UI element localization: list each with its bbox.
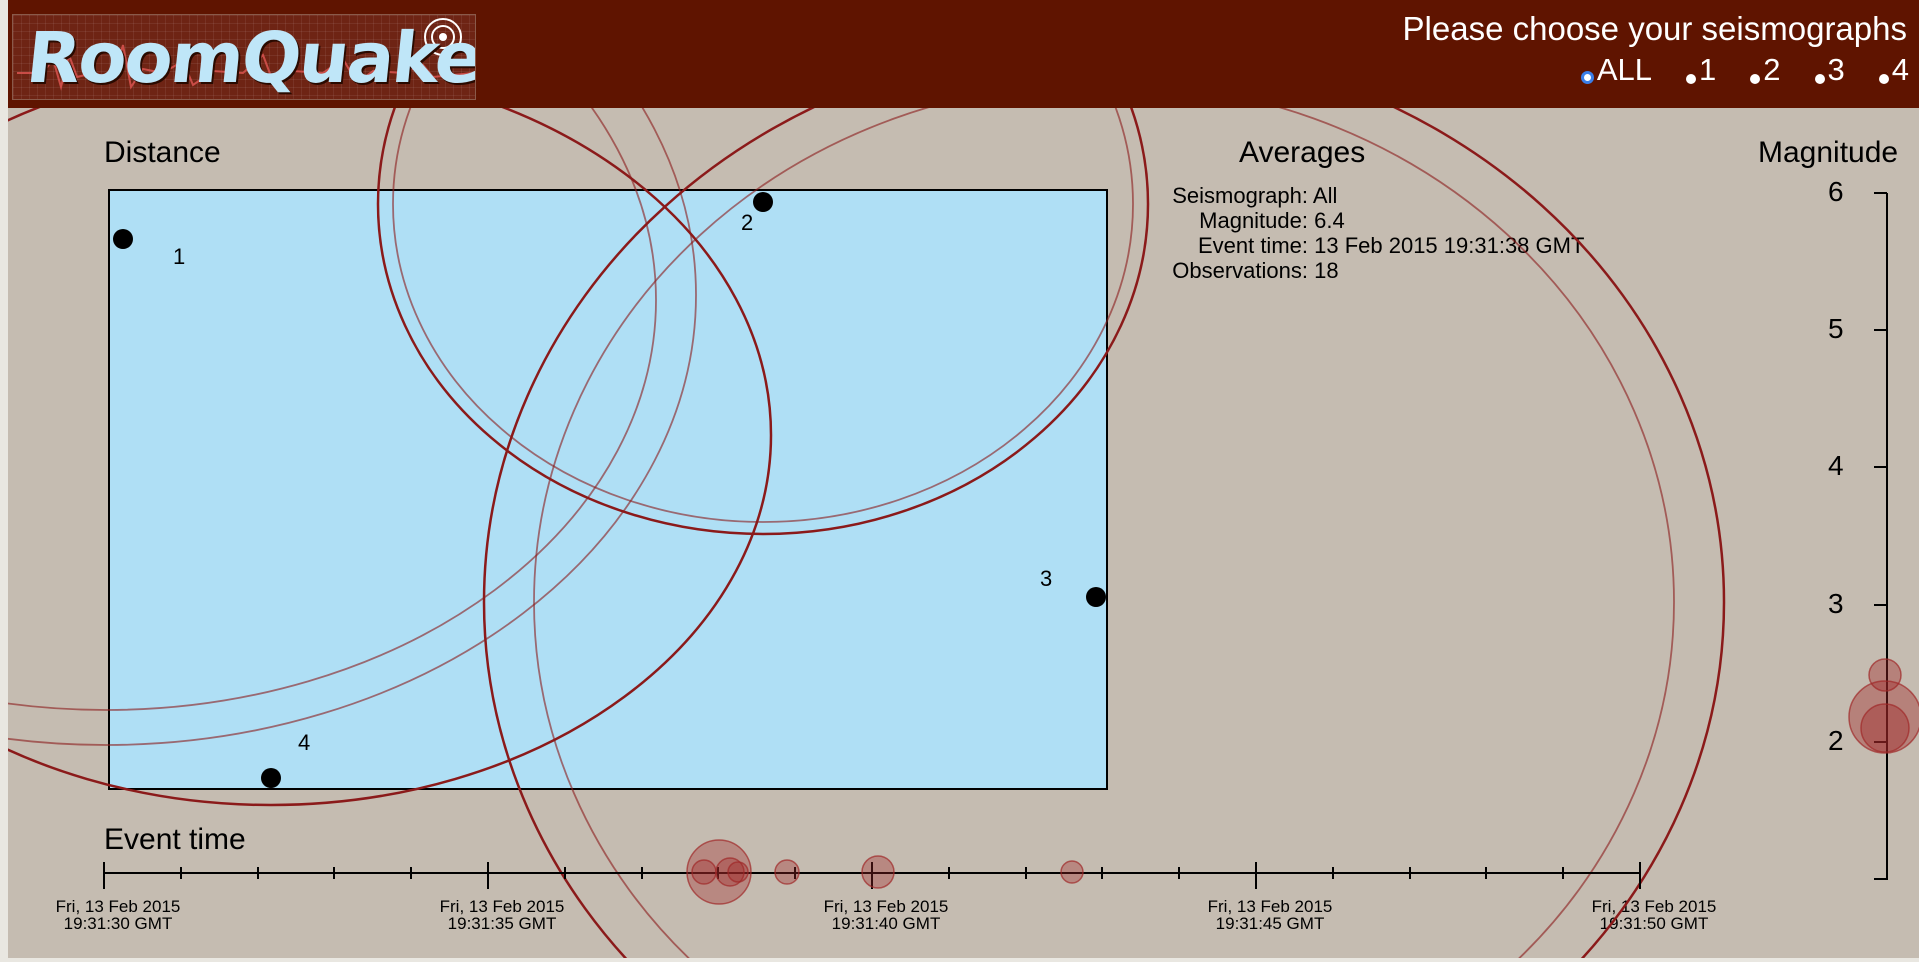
radio-option-4[interactable]: 4 [1878, 52, 1909, 88]
averages-panel: Seismograph: All Magnitude: 6.4 Event ti… [1156, 183, 1584, 283]
time-tick-label-2: Fri, 13 Feb 2015 19:31:40 GMT [796, 898, 976, 932]
time-tick-time-1: 19:31:35 GMT [447, 914, 557, 933]
avg-value-magnitude: 6.4 [1314, 208, 1345, 233]
time-tick-label-0: Fri, 13 Feb 2015 19:31:30 GMT [28, 898, 208, 932]
radio-button-3[interactable] [1814, 74, 1825, 84]
seismograph-radio-group: ALL 1 2 3 4 [1580, 50, 1909, 90]
radio-option-all[interactable]: ALL [1580, 52, 1652, 88]
app-window: RoomQuake Please choose your seismograph… [8, 0, 1919, 958]
event-time-bubbles [686, 839, 1084, 905]
event-time-title: Event time [104, 823, 246, 856]
radio-option-2[interactable]: 2 [1750, 52, 1781, 88]
avg-value-event-time: 13 Feb 2015 19:31:38 GMT [1314, 233, 1585, 258]
avg-value-seismograph: All [1312, 183, 1338, 208]
magnitude-bubble[interactable] [1868, 658, 1902, 692]
event-bubble[interactable] [715, 857, 745, 887]
time-tick-date-3: Fri, 13 Feb 2015 [1207, 897, 1333, 916]
radio-button-4[interactable] [1878, 74, 1889, 84]
avg-label-observations: Observations: [1172, 258, 1308, 283]
radio-label-3: 3 [1827, 52, 1845, 87]
event-bubble[interactable] [774, 859, 800, 885]
event-bubble[interactable] [727, 861, 749, 883]
radio-label-1: 1 [1699, 52, 1717, 87]
event-bubble[interactable] [686, 839, 752, 905]
magnitude-tick-label-4: 4 [1828, 450, 1844, 481]
event-bubble[interactable] [691, 859, 717, 885]
logo-text: RoomQuake [22, 17, 476, 99]
magnitude-bubble[interactable] [1848, 680, 1919, 754]
distance-plot-area [108, 189, 1108, 790]
distance-title: Distance [104, 136, 221, 169]
header-bar: RoomQuake Please choose your seismograph… [8, 0, 1919, 108]
avg-row-seismograph: Seismograph: All [1156, 183, 1584, 208]
time-tick-date-2: Fri, 13 Feb 2015 [823, 897, 949, 916]
radio-label-4: 4 [1891, 52, 1909, 87]
magnitude-bubbles [1848, 658, 1919, 754]
radio-option-3[interactable]: 3 [1814, 52, 1845, 88]
seismograph-chooser-title: Please choose your seismographs [1402, 10, 1907, 47]
magnitude-title: Magnitude [1758, 136, 1899, 169]
magnitude-tick-label-5: 5 [1828, 313, 1844, 344]
radio-label-2: 2 [1763, 52, 1781, 87]
avg-label-seismograph: Seismograph: [1172, 183, 1308, 208]
time-tick-label-1: Fri, 13 Feb 2015 19:31:35 GMT [412, 898, 592, 932]
time-tick-time-4: 19:31:50 GMT [1599, 914, 1709, 933]
magnitude-tick-label-3: 3 [1828, 588, 1844, 619]
radio-option-1[interactable]: 1 [1686, 52, 1716, 88]
magnitude-axis [1874, 192, 1888, 880]
magnitude-tick-label-6: 6 [1828, 176, 1844, 207]
time-tick-date-1: Fri, 13 Feb 2015 [439, 897, 565, 916]
time-tick-date-0: Fri, 13 Feb 2015 [55, 897, 181, 916]
avg-row-observations: Observations: 18 [1156, 258, 1584, 283]
roomquake-logo: RoomQuake [12, 14, 476, 100]
time-tick-time-2: 19:31:40 GMT [831, 914, 941, 933]
avg-row-event-time: Event time: 13 Feb 2015 19:31:38 GMT [1156, 233, 1584, 258]
averages-title: Averages [1239, 136, 1366, 169]
magnitude-tick-label-2: 2 [1828, 725, 1844, 756]
avg-row-magnitude: Magnitude: 6.4 [1156, 208, 1584, 233]
magnitude-bubble[interactable] [1860, 703, 1910, 753]
avg-label-magnitude: Magnitude: [1199, 208, 1308, 233]
time-tick-time-3: 19:31:45 GMT [1215, 914, 1325, 933]
time-tick-time-0: 19:31:30 GMT [63, 914, 173, 933]
time-tick-label-4: Fri, 13 Feb 2015 19:31:50 GMT [1564, 898, 1744, 932]
logo-seismograph-trace [17, 18, 474, 91]
time-tick-date-4: Fri, 13 Feb 2015 [1591, 897, 1717, 916]
radio-button-all[interactable] [1580, 71, 1594, 84]
avg-label-event-time: Event time: [1197, 233, 1308, 258]
radio-label-all: ALL [1596, 52, 1652, 87]
avg-value-observations: 18 [1314, 258, 1339, 283]
radio-button-2[interactable] [1750, 74, 1761, 84]
radio-button-1[interactable] [1686, 74, 1696, 84]
event-time-axis [103, 862, 1641, 889]
event-bubble[interactable] [861, 855, 895, 889]
event-bubble[interactable] [1060, 860, 1084, 884]
time-tick-label-3: Fri, 13 Feb 2015 19:31:45 GMT [1180, 898, 1360, 932]
